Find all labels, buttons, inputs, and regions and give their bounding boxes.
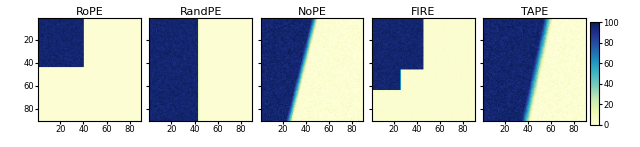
Title: RandPE: RandPE	[180, 7, 222, 17]
Title: NoPE: NoPE	[298, 7, 326, 17]
Title: TAPE: TAPE	[520, 7, 548, 17]
Title: FIRE: FIRE	[411, 7, 435, 17]
Title: RoPE: RoPE	[76, 7, 104, 17]
